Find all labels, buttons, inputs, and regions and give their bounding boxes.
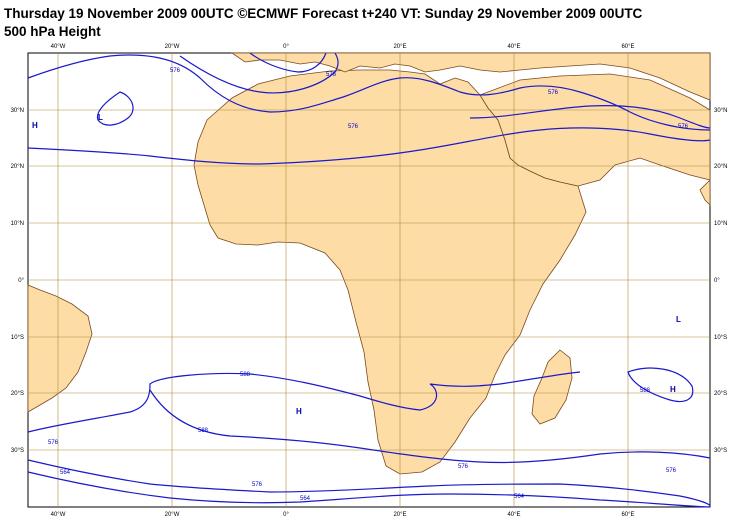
- high-pressure-center: H: [32, 121, 38, 130]
- lat-tick-label: 30°S: [11, 448, 24, 454]
- high-pressure-center: H: [670, 385, 676, 394]
- lat-tick-label: 10°S: [714, 335, 727, 341]
- contour-label: 564: [514, 494, 525, 500]
- lon-tick-label: 40°W: [51, 512, 66, 518]
- lat-tick-label: 0°: [714, 278, 720, 284]
- contour-label: 588: [640, 388, 651, 394]
- lon-ticks-top: 40°W 20°W 0° 20°E 40°E 60°E: [51, 44, 635, 50]
- africa-landmass: [193, 69, 587, 475]
- lat-tick-label: 20°S: [714, 391, 727, 397]
- lon-tick-label: 40°W: [51, 44, 66, 50]
- contour-label: 576: [348, 124, 359, 130]
- contour-label: 576: [326, 72, 337, 78]
- contour-label: 564: [300, 496, 311, 502]
- lat-tick-label: 10°S: [11, 335, 24, 341]
- lon-tick-label: 60°E: [621, 44, 634, 50]
- lon-tick-label: 0°: [283, 512, 289, 518]
- map-subtitle: 500 hPa Height: [4, 24, 101, 39]
- lat-tick-label: 30°N: [11, 108, 24, 114]
- graticule: [28, 53, 710, 507]
- lat-tick-label: 0°: [18, 278, 24, 284]
- contour-label: 588: [240, 372, 251, 378]
- lon-tick-label: 20°W: [165, 44, 180, 50]
- lon-tick-label: 40°E: [507, 44, 520, 50]
- lat-tick-label: 20°N: [11, 164, 24, 170]
- india-landmass: [699, 179, 711, 206]
- contour-labels: 576 576 576 576 576 588 588 588 576 564 …: [48, 68, 689, 502]
- low-pressure-center: L: [98, 113, 103, 122]
- contour-label: 576: [548, 90, 559, 96]
- lat-tick-label: 10°N: [11, 221, 24, 227]
- lon-tick-label: 0°: [283, 44, 289, 50]
- lon-ticks-bottom: 40°W 20°W 0° 20°E 40°E 60°E: [51, 512, 635, 518]
- lon-tick-label: 20°E: [393, 44, 406, 50]
- lat-ticks-right: 30°N 20°N 10°N 0° 10°S 20°S 30°S: [714, 108, 727, 454]
- contour-label: 576: [252, 482, 263, 488]
- contour-label: 576: [666, 468, 677, 474]
- lon-tick-label: 20°E: [393, 512, 406, 518]
- contour-label: 576: [678, 124, 689, 130]
- contour-label: 564: [60, 470, 71, 476]
- south-america-landmass: [27, 284, 93, 413]
- contour-label: 588: [198, 428, 209, 434]
- lat-tick-label: 20°S: [11, 391, 24, 397]
- arabia-landmass: [479, 73, 711, 187]
- contour-label: 576: [458, 464, 469, 470]
- lat-tick-label: 30°N: [714, 108, 727, 114]
- europe-landmass: [230, 52, 711, 101]
- high-pressure-center: H: [296, 407, 302, 416]
- lat-ticks-left: 30°N 20°N 10°N 0° 10°S 20°S 30°S: [11, 108, 25, 454]
- lon-tick-label: 40°E: [507, 512, 520, 518]
- lat-tick-label: 10°N: [714, 221, 727, 227]
- contour-label: 576: [170, 68, 181, 74]
- pressure-centers: H L H L H: [32, 113, 681, 416]
- madagascar-landmass: [531, 349, 573, 425]
- lat-tick-label: 20°N: [714, 164, 727, 170]
- land-masses: [27, 52, 711, 475]
- lon-tick-label: 20°W: [165, 512, 180, 518]
- contour-label: 576: [48, 440, 59, 446]
- lat-tick-label: 30°S: [714, 448, 727, 454]
- height-contours: [27, 52, 711, 508]
- map-title: Thursday 19 November 2009 00UTC ©ECMWF F…: [4, 6, 643, 21]
- lon-tick-label: 60°E: [621, 512, 634, 518]
- low-pressure-center: L: [676, 315, 681, 324]
